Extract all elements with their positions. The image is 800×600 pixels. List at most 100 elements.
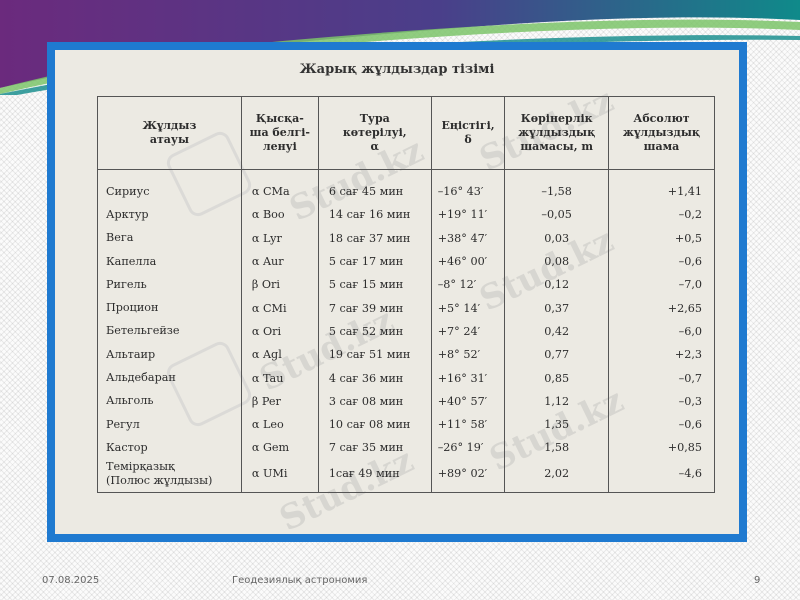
header-line: δ [464,133,472,146]
table-row: Темірқазық (Полюс жұлдызы) α UMi 1сағ 49 ми… [97,459,716,493]
star-designation: β Per [240,389,319,413]
star-name-line: Арктур [106,207,149,221]
apparent-magnitude: 1,35 [504,412,609,437]
right-ascension: 5 сағ 15 мин [317,273,432,297]
absolute-magnitude: +2,65 [607,296,716,320]
apparent-magnitude: –0,05 [504,203,609,227]
table-body: Сириус α CMa 6 сағ 45 мин –16° 43′ –1,58 +1,4… [97,169,716,493]
declination: +8° 52′ [430,343,506,367]
star-designation: α Leo [240,412,319,437]
right-ascension: 14 сағ 16 мин [317,203,432,227]
star-designation: α Lyr [240,226,319,250]
star-designation: α Agl [240,343,319,367]
apparent-magnitude: 0,03 [504,226,609,250]
star-name-line: (Полюс жұлдызы) [106,473,213,487]
right-ascension: 5 сағ 52 мин [317,319,432,344]
star-name: Регул [97,412,242,437]
header-line: жұлдыздық [518,126,596,139]
table-row: Альдебаран α Tau 4 сағ 36 мин +16° 31′ 0,85–… [97,366,716,390]
absolute-magnitude: –0,7 [607,366,716,390]
star-designation: α CMi [240,296,319,320]
declination: +5° 14′ [430,296,506,320]
header-line: Еңістігі, [441,119,495,132]
star-name: Альголь [97,389,242,413]
right-ascension: 7 сағ 35 мин [317,436,432,460]
apparent-magnitude: 0,37 [504,296,609,320]
absolute-magnitude: +2,3 [607,343,716,367]
header-line: Жұлдыз [142,119,197,132]
star-name: Капелла [97,249,242,274]
star-name-line: Кастор [106,440,148,454]
star-name-line: Альголь [106,394,154,408]
absolute-magnitude: –6,0 [607,319,716,344]
star-name: Бетельгейзе [97,319,242,344]
page-number: 9 [754,575,761,586]
apparent-magnitude: 0,12 [504,273,609,297]
absolute-magnitude: +0,85 [607,436,716,460]
star-name-line: Бетельгейзе [106,324,180,338]
declination: –26° 19′ [430,436,506,460]
right-ascension: 6 сағ 45 мин [317,169,432,204]
table-row: Процион α CMi 7 сағ 39 мин +5° 14′ 0,37 +2,65 [97,296,716,320]
scanned-table-page: Stud.kz Stud.kz Stud.kz Stud.kz Stud.kz … [55,50,739,534]
star-designation: β Ori [240,273,319,297]
header-line: Абсолют [633,112,690,125]
slide-image-frame: Stud.kz Stud.kz Stud.kz Stud.kz Stud.kz … [47,42,747,542]
absolute-magnitude: +1,41 [607,169,716,204]
right-ascension: 7 сағ 39 мин [317,296,432,320]
header-line: ленуі [262,140,297,153]
absolute-magnitude: +0,5 [607,226,716,250]
star-name: Сириус [97,169,242,204]
star-name-line: Сириус [106,184,150,198]
star-designation: α Tau [240,366,319,390]
header-line: атауы [149,133,189,146]
header-line: Қысқа- [255,112,304,125]
table-row: Арктур α Boo 14 сағ 16 мин +19° 11′ –0,05 –0,… [97,203,716,227]
declination: –8° 12′ [430,273,506,297]
header-line: шамасы, m [520,140,593,153]
header-line: Тура [359,112,390,125]
absolute-magnitude: –0,3 [607,389,716,413]
header-declination: Еңістігі, δ [430,96,506,170]
right-ascension: 19 сағ 51 мин [317,343,432,367]
table-row: Вега α Lyr 18 сағ 37 мин +38° 47′ 0,03 +0,5 [97,226,716,250]
header-line: шама [643,140,680,153]
declination: +11° 58′ [430,412,506,437]
apparent-magnitude: 2,02 [504,459,609,493]
declination: +40° 57′ [430,389,506,413]
absolute-magnitude: –7,0 [607,273,716,297]
header-absolute-magnitude: Абсолют жұлдыздық шама [607,96,716,170]
star-name-line: Темірқазық [106,459,175,473]
apparent-magnitude: 0,77 [504,343,609,367]
star-name: Кастор [97,436,242,460]
star-name: Альтаир [97,343,242,367]
apparent-magnitude: 1,12 [504,389,609,413]
apparent-magnitude: –1,58 [504,169,609,204]
table-header-row: Жұлдыз атауы Қысқа-ша белгі-ленуі Тура көтер… [97,96,716,170]
declination: +16° 31′ [430,366,506,390]
star-designation: α UMi [240,459,319,493]
star-designation: α Aur [240,249,319,274]
star-name-line: Альдебаран [106,371,176,385]
footer-title: Геодезиялық астрономия [232,575,368,586]
star-name-line: Вега [106,231,134,245]
table-row: Альтаир α Agl 19 сағ 51 мин +8° 52′ 0,77 +2,3 [97,343,716,367]
bright-stars-table: Жұлдыз атауы Қысқа-ша белгі-ленуі Тура көтер… [97,96,716,493]
table-row: Ригель β Ori 5 сағ 15 мин –8° 12′ 0,12 –7,0 [97,273,716,297]
declination: +38° 47′ [430,226,506,250]
star-name-line: Альтаир [106,347,156,361]
apparent-magnitude: 1,58 [504,436,609,460]
right-ascension: 18 сағ 37 мин [317,226,432,250]
apparent-magnitude: 0,85 [504,366,609,390]
star-name: Вега [97,226,242,250]
star-name-line: Регул [106,417,140,431]
star-name-line: Капелла [106,254,157,268]
star-name: Темірқазық (Полюс жұлдызы) [97,459,242,493]
declination: +7° 24′ [430,319,506,344]
declination: +19° 11′ [430,203,506,227]
table-row: Альголь β Per 3 сағ 08 мин +40° 57′ 1,12 –0,3 [97,389,716,413]
apparent-magnitude: 0,42 [504,319,609,344]
apparent-magnitude: 0,08 [504,249,609,274]
absolute-magnitude: –4,6 [607,459,716,493]
header-name: Жұлдыз атауы [97,96,242,170]
